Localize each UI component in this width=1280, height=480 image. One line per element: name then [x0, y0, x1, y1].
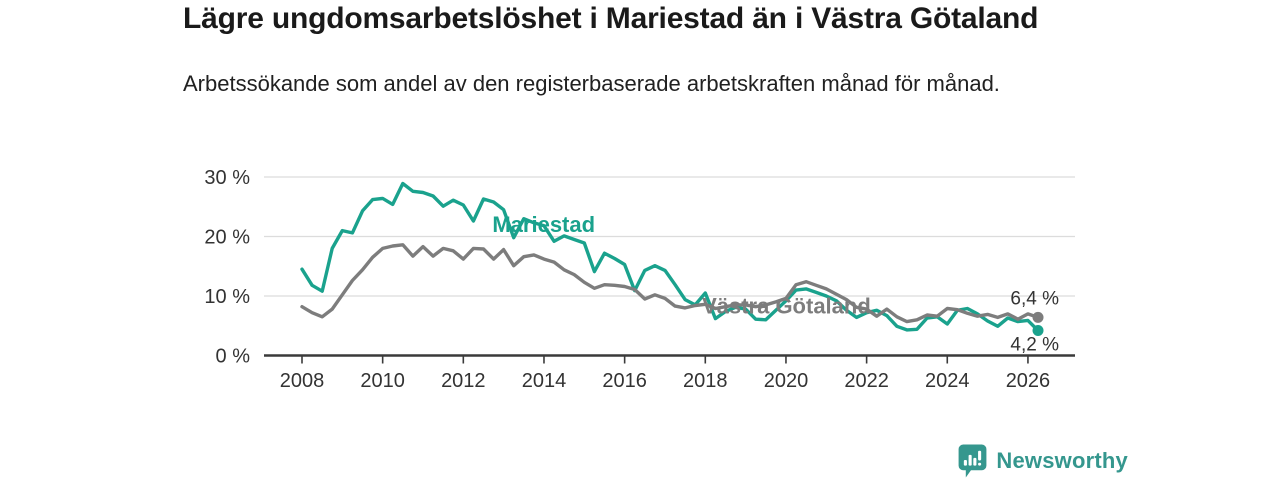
x-axis-tick-label: 2024: [925, 370, 970, 392]
y-axis-tick-label: 0 %: [216, 346, 251, 368]
newsworthy-brand: Newsworthy: [958, 444, 1128, 478]
page-subtitle: Arbetssökande som andel av den registerb…: [183, 71, 1000, 96]
y-axis-tick-label: 30 %: [204, 167, 250, 189]
exclamation-dot: [978, 462, 982, 466]
series-line-vastra-gotaland: [300, 243, 1040, 324]
x-axis-tick-label: 2018: [683, 370, 728, 392]
series-end-value-vastra-gotaland: 6,4 %: [1010, 288, 1059, 309]
exclamation-bar: [978, 450, 982, 461]
series-label-mariestad: Mariestad: [492, 212, 595, 237]
x-axis-tick-label: 2008: [280, 370, 325, 392]
series-label-vastra-gotaland: Västra Götaland: [702, 294, 871, 319]
newsworthy-logo-icon: [958, 444, 987, 478]
series-end-value-mariestad: 4,2 %: [1010, 335, 1059, 356]
page-title: Lägre ungdomsarbetslöshet i Mariestad än…: [183, 2, 1039, 35]
series-end-dot-mariestad: [1032, 325, 1044, 337]
brand-name: Newsworthy: [996, 448, 1128, 473]
series-line-mariestad: [300, 181, 1040, 333]
bar-medium: [973, 457, 977, 466]
x-axis-tick-label: 2026: [1006, 370, 1051, 392]
y-axis-tick-label: 20 %: [204, 227, 250, 249]
x-axis-tick-label: 2012: [441, 370, 486, 392]
bar-tall: [968, 454, 973, 466]
bar-small: [964, 459, 968, 466]
speech-bubble-shape: [958, 444, 987, 478]
x-axis-tick-label: 2022: [844, 370, 889, 392]
y-axis-tick-label: 10 %: [204, 286, 250, 308]
series-end-dot-vastra-gotaland: [1032, 311, 1044, 323]
x-axis-tick-label: 2010: [360, 370, 405, 392]
x-axis-tick-label: 2020: [764, 370, 809, 392]
x-axis-tick-label: 2016: [602, 370, 647, 392]
x-axis-tick-label: 2014: [522, 370, 567, 392]
